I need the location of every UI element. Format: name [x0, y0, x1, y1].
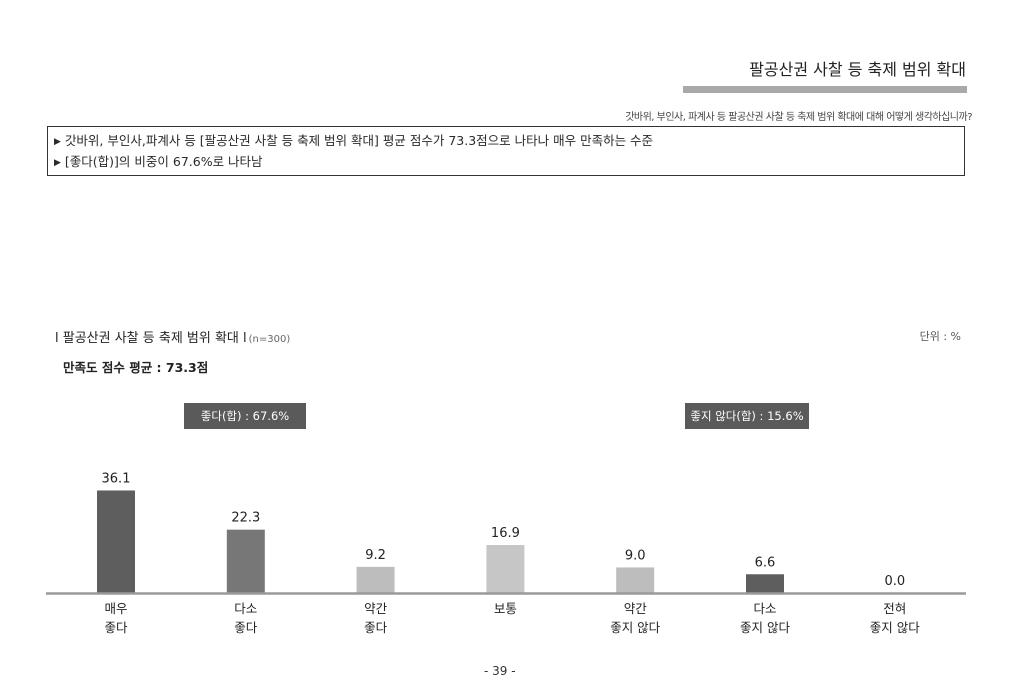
category-label: 좋다	[364, 620, 388, 635]
category-label: 좋다	[104, 620, 128, 635]
value-label: 22.3	[231, 511, 260, 526]
category-label: 매우	[104, 601, 127, 616]
value-label: 16.9	[491, 526, 520, 541]
value-label: 6.6	[755, 555, 776, 570]
negative-group-label: 좋지 않다(합) : 15.6%	[685, 403, 809, 429]
bar	[97, 490, 135, 593]
summary-text-2: [좋다(합)]의 비중이 67.6%로 나타남	[64, 154, 263, 169]
value-label: 0.0	[884, 574, 905, 589]
category-label: 보통	[494, 601, 517, 616]
value-label: 9.0	[625, 548, 646, 563]
bar	[746, 574, 784, 593]
survey-question: 갓바위, 부인사, 파계사 등 팔공산권 사찰 등 축제 범위 확대에 대해 어…	[625, 112, 972, 123]
bar	[486, 545, 525, 593]
value-label: 36.1	[102, 471, 131, 486]
category-label: 좋지 않다	[610, 620, 660, 635]
summary-line-1: ▶ 갓바위, 부인사,파계사 등 [팔공산권 사찰 등 축제 범위 확대] 평균 …	[54, 131, 958, 152]
triangle-bullet-icon: ▶	[54, 158, 61, 168]
page-number: - 39 -	[484, 664, 516, 678]
category-label: 약간	[624, 601, 648, 616]
chart-title: l 팔공산권 사찰 등 축제 범위 확대 l (n=300)	[55, 327, 290, 346]
category-label: 좋다	[234, 620, 258, 635]
category-label: 다소	[753, 601, 776, 616]
bar	[616, 567, 655, 593]
sample-size: (n=300)	[248, 334, 291, 345]
positive-group-label: 좋다(합) : 67.6%	[184, 403, 306, 429]
category-label: 다소	[234, 601, 257, 616]
value-label: 9.2	[365, 548, 386, 563]
title-underline	[683, 86, 967, 93]
category-label: 전혀	[883, 601, 906, 616]
summary-line-2: ▶ [좋다(합)]의 비중이 67.6%로 나타남	[54, 152, 958, 173]
page-title: 팔공산권 사찰 등 축제 범위 확대	[749, 60, 966, 79]
unit-label: 단위 : %	[919, 330, 961, 343]
summary-text-1: 갓바위, 부인사,파계사 등 [팔공산권 사찰 등 축제 범위 확대] 평균 점…	[64, 133, 654, 148]
category-label: 약간	[364, 601, 388, 616]
chart-title-text: l 팔공산권 사찰 등 축제 범위 확대 l	[55, 331, 247, 346]
bar	[226, 529, 265, 593]
category-label: 좋지 않다	[740, 620, 790, 635]
bar	[356, 566, 395, 593]
triangle-bullet-icon: ▶	[54, 137, 61, 147]
average-score: 만족도 점수 평균 : 73.3점	[63, 360, 209, 375]
category-label: 좋지 않다	[870, 620, 920, 635]
summary-box: ▶ 갓바위, 부인사,파계사 등 [팔공산권 사찰 등 축제 범위 확대] 평균 …	[47, 126, 965, 176]
